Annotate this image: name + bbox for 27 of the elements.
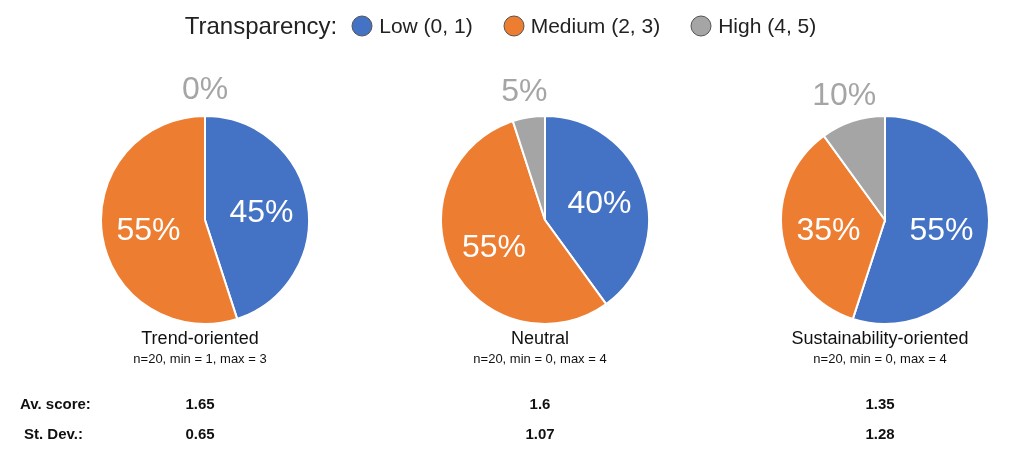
data-label: 10% [812,76,877,113]
legend-label: Low (0, 1) [378,14,473,38]
text: n=20, min = 0, max = 4 [472,351,608,366]
text: Sustainability-oriented [790,328,970,349]
text: Neutral [510,328,570,349]
text: 0.65 [185,425,215,442]
text: 1.6 [528,395,552,412]
data-label: 45% [229,193,294,230]
text: 1.07 [524,425,556,442]
data-label: 35% [796,210,861,247]
text: 1.65 [185,395,215,412]
data-label: 5% [501,71,548,108]
text: Av. score: [20,395,91,412]
data-label: 55% [116,210,181,247]
data-label: 55% [462,227,527,264]
data-label: 40% [567,184,632,221]
text: 1.28 [864,425,896,442]
text: 1.35 [864,395,896,412]
text: 0% [181,70,229,106]
text: Trend-oriented [140,328,260,349]
text: n=20, min = 1, max = 3 [132,351,268,366]
legend-title: Transparency: [184,12,338,40]
data-label: 55% [909,210,974,247]
legend-label: High (4, 5) [717,14,817,38]
text: n=20, min = 0, max = 4 [812,351,948,366]
legend-label: Medium (2, 3) [529,14,661,38]
text: St. Dev.: [24,425,83,442]
